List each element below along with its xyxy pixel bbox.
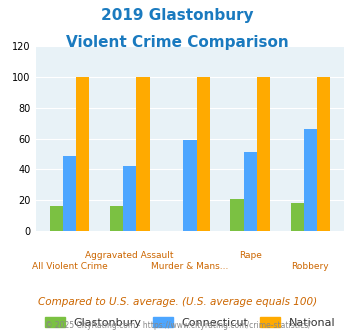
Text: Compared to U.S. average. (U.S. average equals 100): Compared to U.S. average. (U.S. average … [38, 297, 317, 307]
Legend: Glastonbury, Connecticut, National: Glastonbury, Connecticut, National [40, 312, 340, 330]
Bar [123, 166, 136, 231]
Text: © 2025 CityRating.com - https://www.cityrating.com/crime-statistics/: © 2025 CityRating.com - https://www.city… [45, 321, 310, 330]
Bar [110, 206, 123, 231]
Bar [304, 129, 317, 231]
Bar [317, 77, 330, 231]
Text: Robbery: Robbery [291, 262, 329, 271]
Bar [136, 77, 149, 231]
Bar [244, 152, 257, 231]
Bar [257, 77, 270, 231]
Bar [290, 203, 304, 231]
Bar [183, 140, 197, 231]
Bar [50, 206, 63, 231]
Text: 2019 Glastonbury: 2019 Glastonbury [101, 8, 254, 23]
Bar [76, 77, 89, 231]
Bar [63, 155, 76, 231]
Text: Murder & Mans...: Murder & Mans... [151, 262, 229, 271]
Bar [197, 77, 210, 231]
Text: Aggravated Assault: Aggravated Assault [86, 251, 174, 260]
Text: Violent Crime Comparison: Violent Crime Comparison [66, 35, 289, 50]
Bar [230, 199, 244, 231]
Text: All Violent Crime: All Violent Crime [32, 262, 107, 271]
Text: Rape: Rape [239, 251, 262, 260]
